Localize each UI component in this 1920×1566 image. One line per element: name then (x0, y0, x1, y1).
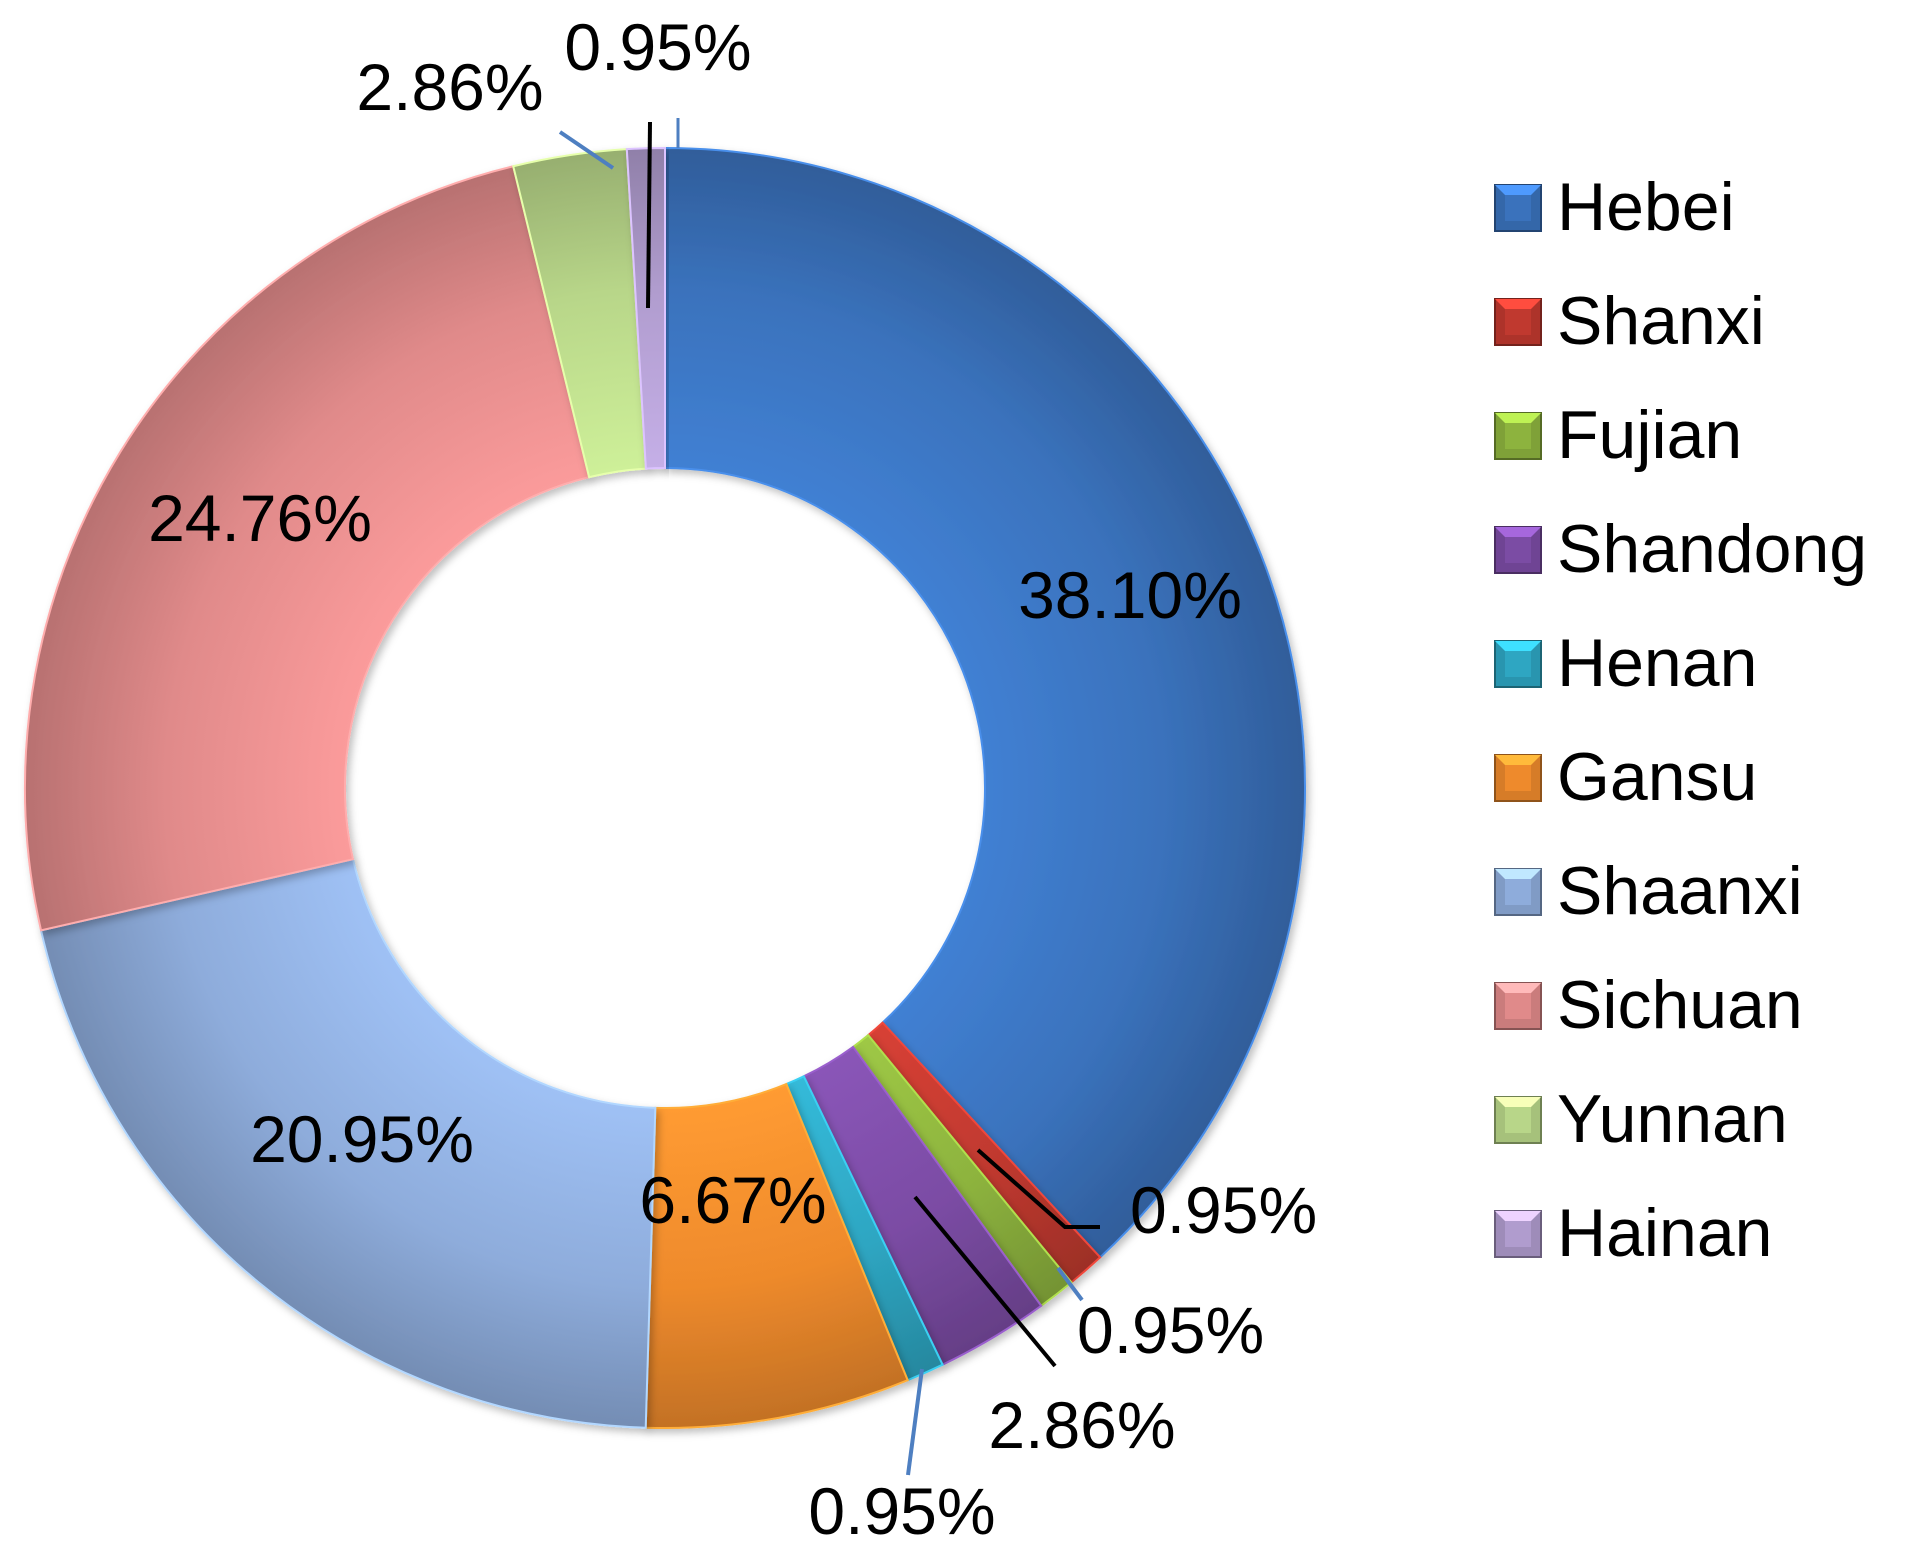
data-label-hainan: 0.95% (564, 10, 751, 84)
legend-swatch-bevel (1495, 413, 1541, 423)
slice-hebei (664, 146, 1306, 1259)
data-labels-layer: 38.10% 0.95% 0.95% 2.86% 0.95% 6.67% 20.95% 24.… (148, 10, 1317, 1548)
legend-label-hebei: Hebei (1557, 169, 1735, 245)
legend-swatch-bevel (1495, 983, 1541, 993)
data-label-sichuan: 24.76% (148, 481, 372, 555)
legend-item-sichuan: Sichuan (1494, 967, 1803, 1043)
legend: Hebei Shanxi Fujian Shandong Henan Gansu Shaan… (1494, 169, 1867, 1271)
legend-item-shaanxi: Shaanxi (1494, 853, 1803, 929)
legend-swatch-bevel (1495, 299, 1541, 309)
legend-swatch-face (1505, 765, 1531, 791)
data-label-shaanxi: 20.95% (250, 1102, 474, 1176)
data-label-gansu: 6.67% (639, 1163, 826, 1237)
legend-swatch-face (1505, 993, 1531, 1019)
legend-swatch-bevel (1495, 641, 1541, 651)
data-label-hebei: 38.10% (1018, 558, 1242, 632)
legend-item-gansu: Gansu (1494, 739, 1757, 815)
legend-swatch-face (1505, 1221, 1531, 1247)
data-label-henan: 0.95% (808, 1474, 995, 1548)
leader-line-henan (906, 1368, 924, 1476)
legend-swatch-bevel (1495, 527, 1541, 537)
data-label-shandong: 2.86% (988, 1388, 1175, 1462)
legend-label-hainan: Hainan (1557, 1195, 1773, 1271)
legend-swatch-face (1505, 879, 1531, 905)
legend-item-hainan: Hainan (1494, 1195, 1773, 1271)
leader-line-fujian (1056, 1266, 1084, 1302)
legend-swatch-face (1505, 195, 1531, 221)
slice-hainan (625, 146, 666, 470)
leader-line-hainan (646, 121, 652, 309)
legend-item-hebei: Hebei (1494, 169, 1735, 245)
legend-label-yunnan: Yunnan (1557, 1081, 1788, 1157)
legend-item-fujian: Fujian (1494, 397, 1742, 473)
legend-label-sichuan: Sichuan (1557, 967, 1803, 1043)
legend-swatch-face (1505, 423, 1531, 449)
data-label-yunnan: 2.86% (356, 50, 543, 124)
leader-line-yunnan (558, 130, 615, 170)
legend-swatch-bevel (1495, 755, 1541, 765)
legend-swatch-bevel (1495, 1211, 1541, 1221)
leader-lines-layer (558, 118, 1100, 1476)
legend-swatch-face (1505, 651, 1531, 677)
legend-swatch-face (1505, 1107, 1531, 1133)
leader-line-shanxi (976, 1148, 1100, 1229)
legend-swatch-face (1505, 309, 1531, 335)
legend-swatch-bevel (1495, 185, 1541, 195)
slice-shaanxi (39, 857, 657, 1429)
legend-swatch-face (1505, 537, 1531, 563)
slices-layer (24, 146, 1306, 1429)
legend-item-henan: Henan (1494, 625, 1757, 701)
legend-label-gansu: Gansu (1557, 739, 1757, 815)
legend-label-shaanxi: Shaanxi (1557, 853, 1803, 929)
legend-item-yunnan: Yunnan (1494, 1081, 1788, 1157)
legend-label-fujian: Fujian (1557, 397, 1742, 473)
legend-label-henan: Henan (1557, 625, 1757, 701)
legend-item-shandong: Shandong (1494, 511, 1867, 587)
data-label-shanxi: 0.95% (1130, 1173, 1317, 1247)
slice-sichuan (24, 165, 591, 932)
leader-line-shandong (913, 1195, 1057, 1368)
legend-label-shanxi: Shanxi (1557, 283, 1765, 359)
data-label-fujian: 0.95% (1077, 1293, 1264, 1367)
legend-item-shanxi: Shanxi (1494, 283, 1765, 359)
legend-label-shandong: Shandong (1557, 511, 1867, 587)
legend-swatch-bevel (1495, 1097, 1541, 1107)
legend-swatch-bevel (1495, 869, 1541, 879)
